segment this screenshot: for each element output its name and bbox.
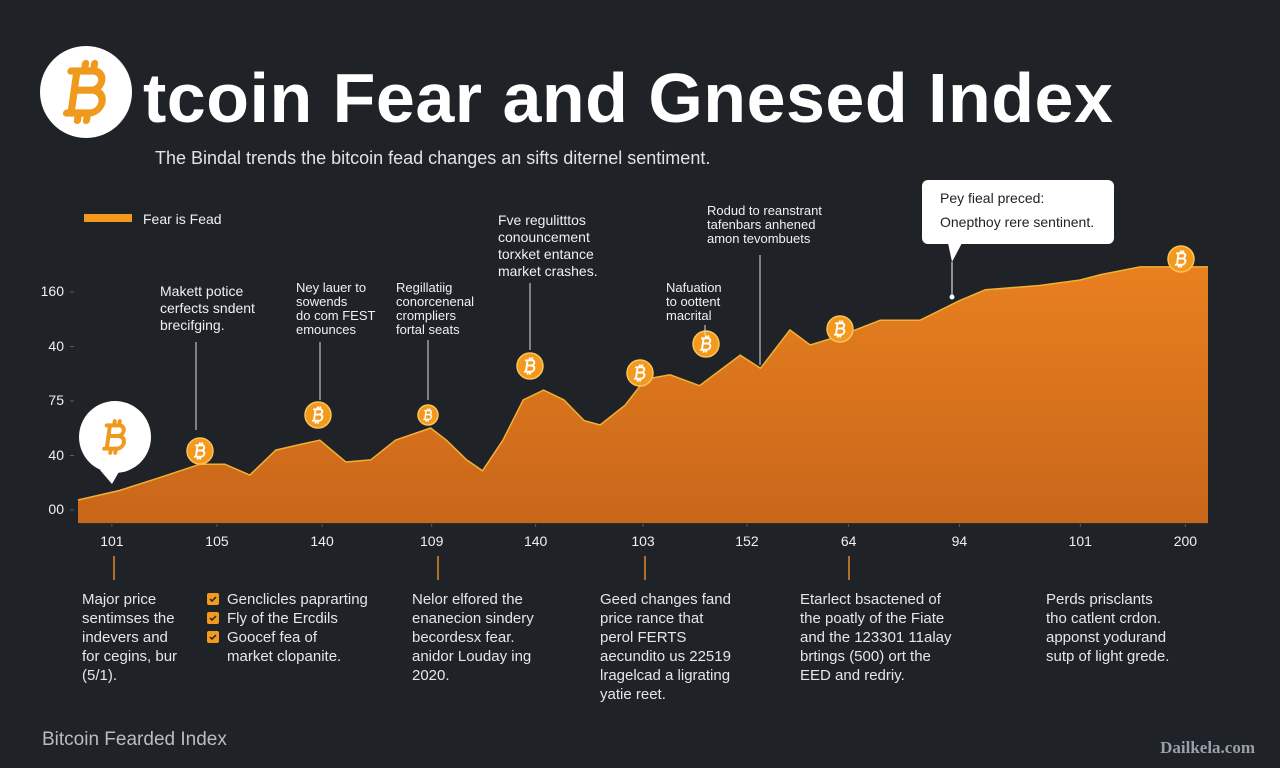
x-tick-label: 101 xyxy=(1068,533,1092,549)
text-line: conouncement xyxy=(498,229,590,245)
text-line: Etarlect bsactened of xyxy=(800,591,941,608)
note: Perds prisclants tho catlent crdon. appons… xyxy=(1046,590,1169,666)
text-line: price rance that xyxy=(600,610,704,627)
annotation: Regillatiig conorcenenal crompliers fortal … xyxy=(396,281,474,337)
text-line: for cegins, bur xyxy=(82,648,178,665)
y-tick-label: 160 xyxy=(40,283,64,299)
text-line: Fve regulitttos xyxy=(498,212,586,228)
text-line: perol FERTS xyxy=(600,629,687,646)
legend-swatch xyxy=(84,214,132,222)
note: Etarlect bsactened of the poatly of the F… xyxy=(800,590,952,685)
text-line: conorcenenal xyxy=(396,294,475,309)
text-line: market clopanite. xyxy=(227,648,342,665)
x-tick-label: 109 xyxy=(420,533,444,549)
text-line: Geed changes fand xyxy=(600,591,731,608)
text-line: anidor Louday ing xyxy=(412,648,532,665)
y-tick-label: 00 xyxy=(48,501,64,517)
x-tick-label: 64 xyxy=(840,533,857,549)
text-line: Ney lauer to xyxy=(296,280,367,295)
callout-dot xyxy=(949,294,955,300)
text-line: yatie reet. xyxy=(600,686,666,703)
text-line: Genclicles paprarting xyxy=(227,591,368,608)
text-line: Goocef fea of xyxy=(227,629,318,646)
text-line: Perds prisclants xyxy=(1046,591,1153,608)
text-line: apponst yodurand xyxy=(1046,629,1167,646)
y-tick-label: 40 xyxy=(48,446,64,463)
text-line: becordesx fear. xyxy=(412,629,515,646)
subtitle: The Bindal trends the bitcoin fead chang… xyxy=(155,148,711,168)
x-tick-label: 140 xyxy=(523,533,548,549)
x-tick-label: 103 xyxy=(631,533,655,549)
check-mark xyxy=(209,634,217,641)
x-tick-label: 101 xyxy=(100,533,124,549)
text-line: enanecion sindery xyxy=(412,610,534,627)
text-line: tho catlent crdon. xyxy=(1046,610,1162,627)
text-line: and the 123301 11alay xyxy=(800,629,952,646)
x-tick-label: 140 xyxy=(310,533,334,549)
text-line: Fly of the Ercdils xyxy=(227,610,338,627)
legend-label: Fear is Fead xyxy=(143,211,222,227)
text-line: brecifging. xyxy=(160,317,225,333)
note: Nelor elfored the enanecion sindery becord… xyxy=(412,590,534,685)
text-line: sowends xyxy=(296,294,348,309)
plot xyxy=(70,245,1208,527)
text-line: 2020. xyxy=(412,667,450,684)
text-line: Regillatiig xyxy=(396,280,453,295)
text-line: amon tevombuets xyxy=(707,231,811,246)
text-line: crompliers xyxy=(396,308,456,323)
text-line: Nelor elfored the xyxy=(412,591,523,608)
text-line: to oottent xyxy=(666,294,721,309)
x-tick-label: 94 xyxy=(951,533,968,549)
text-line: Pey fieal preced: xyxy=(940,190,1045,206)
annotation: Rodud to reanstrant tafenbars anhened amon… xyxy=(707,204,822,246)
text-line: tafenbars anhened xyxy=(707,217,816,232)
callout-tail xyxy=(948,243,962,262)
text-line: cerfects sndent xyxy=(160,300,255,316)
text-line: fortal seats xyxy=(396,322,460,337)
x-tick-label: 152 xyxy=(735,533,759,549)
title: tcoin Fear and Gnesed Index xyxy=(143,59,1114,137)
check-mark xyxy=(209,596,217,603)
annotation: Fve regulitttos conouncement torxket entan… xyxy=(498,212,598,280)
bubble-tail xyxy=(100,470,120,484)
note: Genclicles paprarting Fly of the Ercdils G… xyxy=(227,590,368,666)
annotation: Makett potice cerfects sndent brecifging. xyxy=(160,283,255,334)
note: Major price sentimses the indevers and for … xyxy=(82,590,177,685)
text-line: Rodud to reanstrant xyxy=(707,203,822,218)
text-line: Major price xyxy=(82,591,157,608)
area xyxy=(78,266,1208,524)
text-line: EED and redriy. xyxy=(800,667,905,684)
text-line: the poatly of the Fiate xyxy=(800,610,945,627)
text-line: (5/1). xyxy=(82,667,118,684)
footer: Bitcoin Fearded Index xyxy=(42,729,227,750)
text-line: sentimses the xyxy=(82,610,175,627)
note: Geed changes fand price rance that perol F… xyxy=(600,590,731,704)
x-tick-label: 200 xyxy=(1173,533,1198,549)
text-line: sutp of light grede. xyxy=(1046,648,1170,665)
text-line: indevers and xyxy=(82,629,168,646)
credit: Dailkela.com xyxy=(1160,738,1255,757)
text-line: Nafuation xyxy=(666,280,722,295)
text-line: emounces xyxy=(296,322,356,337)
text-line: market crashes. xyxy=(498,263,598,279)
annotation: Ney lauer to sowends do com FEST emounces xyxy=(296,281,375,337)
text-line: torxket entance xyxy=(498,246,594,262)
text-line: do com FEST xyxy=(296,308,376,323)
text-line: macrital xyxy=(666,308,712,323)
annotation: Nafuation to oottent macrital xyxy=(666,281,722,323)
check-mark xyxy=(209,615,217,622)
y-tick-label: 40 xyxy=(48,337,64,354)
x-tick-label: 105 xyxy=(205,533,229,549)
area-edge xyxy=(77,266,1208,501)
text-line: brtings (500) ort the xyxy=(800,648,931,665)
text-line: Onepthoy rere sentinent. xyxy=(940,214,1095,230)
callout: Pey fieal preced: Onepthoy rere sentinent… xyxy=(922,180,1114,244)
text-line: aecundito us 22519 xyxy=(600,648,731,665)
text-line: Makett potice xyxy=(160,283,244,299)
y-tick-label: 75 xyxy=(48,392,64,408)
text-line: lragelcad a ligrating xyxy=(600,667,731,684)
